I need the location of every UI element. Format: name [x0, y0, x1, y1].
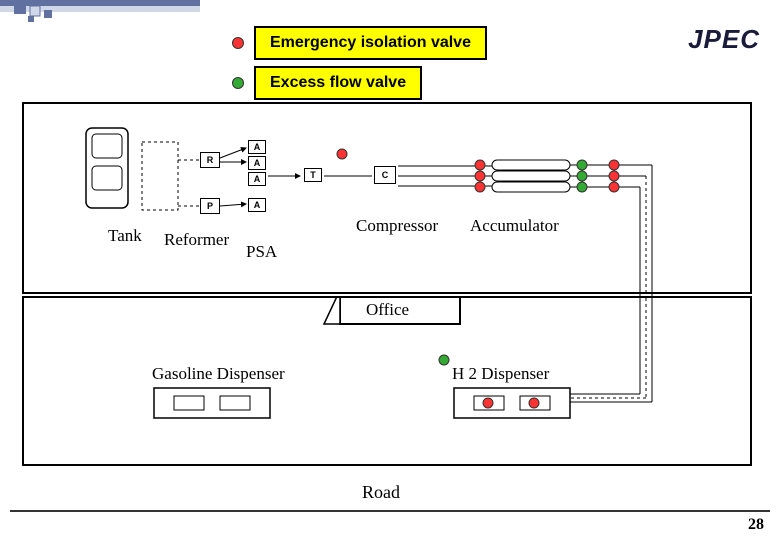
page-number: 28 — [748, 516, 764, 534]
emergency-valve-icon — [232, 37, 244, 49]
tank-label: Tank — [108, 226, 142, 246]
compressor-label: Compressor — [356, 216, 438, 236]
reformer-R-box: R — [200, 152, 220, 168]
office-label: Office — [366, 300, 409, 320]
legend-emergency: Emergency isolation valve — [232, 26, 487, 60]
legend-emergency-label: Emergency isolation valve — [254, 26, 487, 60]
header-decoration — [0, 0, 200, 30]
C-box: C — [374, 166, 396, 184]
dispenser-frame: Office Gasoline Dispenser H 2 Dispenser — [22, 296, 752, 466]
footer-rule — [10, 510, 770, 512]
psa-A3-box: A — [248, 172, 266, 186]
plant-wiring — [24, 104, 754, 296]
logo: JPEC — [688, 24, 760, 55]
T-box: T — [304, 168, 322, 182]
gasoline-dispenser-label: Gasoline Dispenser — [152, 364, 285, 384]
plant-frame: R P A A A A T C Tank Reformer PSA Compre… — [22, 102, 752, 294]
legend-excess-label: Excess flow valve — [254, 66, 422, 100]
psa-A2-box: A — [248, 156, 266, 170]
reformer-P-box: P — [200, 198, 220, 214]
road-label: Road — [362, 482, 400, 503]
psa-A4-box: A — [248, 198, 266, 212]
psa-label: PSA — [246, 242, 277, 262]
psa-A1-box: A — [248, 140, 266, 154]
legend-excess: Excess flow valve — [232, 66, 422, 100]
accumulator-label: Accumulator — [470, 216, 559, 236]
dispenser-wiring — [24, 298, 754, 468]
reformer-label: Reformer — [164, 230, 229, 250]
h2-dispenser-label: H 2 Dispenser — [452, 364, 549, 384]
excess-valve-icon — [232, 77, 244, 89]
